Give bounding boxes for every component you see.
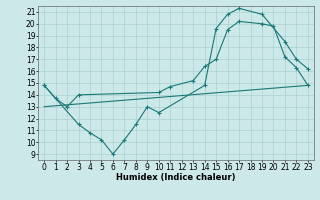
X-axis label: Humidex (Indice chaleur): Humidex (Indice chaleur) — [116, 173, 236, 182]
